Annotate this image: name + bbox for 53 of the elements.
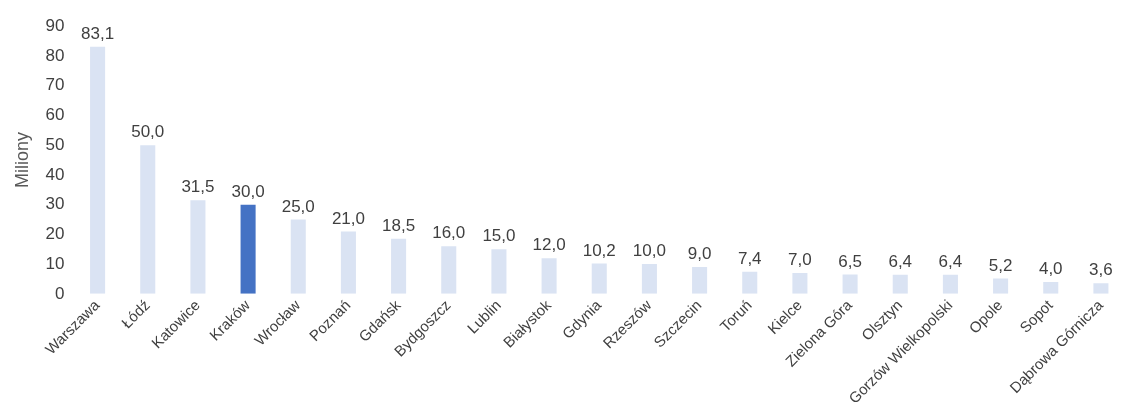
bar bbox=[240, 204, 256, 294]
bar bbox=[90, 46, 106, 294]
bar bbox=[190, 200, 206, 294]
bar bbox=[1043, 281, 1059, 294]
bar bbox=[340, 231, 356, 294]
bar bbox=[692, 267, 708, 294]
data-label: 16,0 bbox=[432, 223, 466, 243]
data-label: 21,0 bbox=[331, 208, 365, 228]
bar bbox=[140, 145, 156, 294]
y-tick-label: 80 bbox=[45, 45, 65, 65]
data-label: 15,0 bbox=[482, 226, 516, 246]
data-label: 12,0 bbox=[532, 235, 566, 255]
data-label: 30,0 bbox=[231, 181, 265, 201]
data-label: 31,5 bbox=[181, 177, 215, 197]
data-label: 83,1 bbox=[81, 23, 115, 43]
data-label: 5,2 bbox=[988, 255, 1013, 275]
bar bbox=[441, 246, 457, 294]
y-tick-label: 30 bbox=[45, 194, 65, 214]
bar bbox=[892, 274, 908, 294]
data-label: 18,5 bbox=[382, 216, 416, 236]
bar bbox=[1093, 283, 1109, 294]
data-label: 3,6 bbox=[1089, 260, 1113, 280]
y-tick-label: 50 bbox=[45, 134, 65, 154]
data-label: 7,4 bbox=[737, 249, 762, 269]
data-label: 6,5 bbox=[838, 251, 862, 271]
data-label: 9,0 bbox=[687, 244, 712, 264]
y-tick-label: 10 bbox=[45, 253, 65, 273]
y-tick-label: 0 bbox=[55, 283, 65, 303]
y-tick-label: 90 bbox=[45, 15, 65, 35]
bar bbox=[290, 219, 306, 294]
data-label: 10,2 bbox=[582, 240, 616, 260]
data-label: 4,0 bbox=[1038, 259, 1063, 279]
bar bbox=[993, 278, 1009, 294]
bar bbox=[641, 264, 657, 294]
bar bbox=[842, 274, 858, 294]
data-label: 25,0 bbox=[281, 196, 315, 216]
data-label: 6,4 bbox=[888, 252, 913, 271]
y-tick-label: 70 bbox=[45, 75, 65, 95]
data-label: 50,0 bbox=[131, 122, 165, 142]
data-label: 7,0 bbox=[788, 250, 812, 270]
y-tick-label: 60 bbox=[45, 105, 65, 125]
y-tick-label: 40 bbox=[45, 164, 65, 184]
bar bbox=[491, 249, 507, 294]
bar bbox=[792, 273, 808, 294]
bar bbox=[942, 274, 958, 294]
bar bbox=[541, 258, 557, 294]
y-tick-label: 20 bbox=[45, 224, 65, 244]
bar bbox=[591, 263, 607, 294]
data-label: 10,0 bbox=[632, 241, 666, 261]
y-axis-title: Miliony bbox=[11, 132, 32, 189]
bar bbox=[742, 271, 758, 294]
data-label: 6,4 bbox=[938, 252, 963, 271]
bar bbox=[391, 238, 407, 294]
